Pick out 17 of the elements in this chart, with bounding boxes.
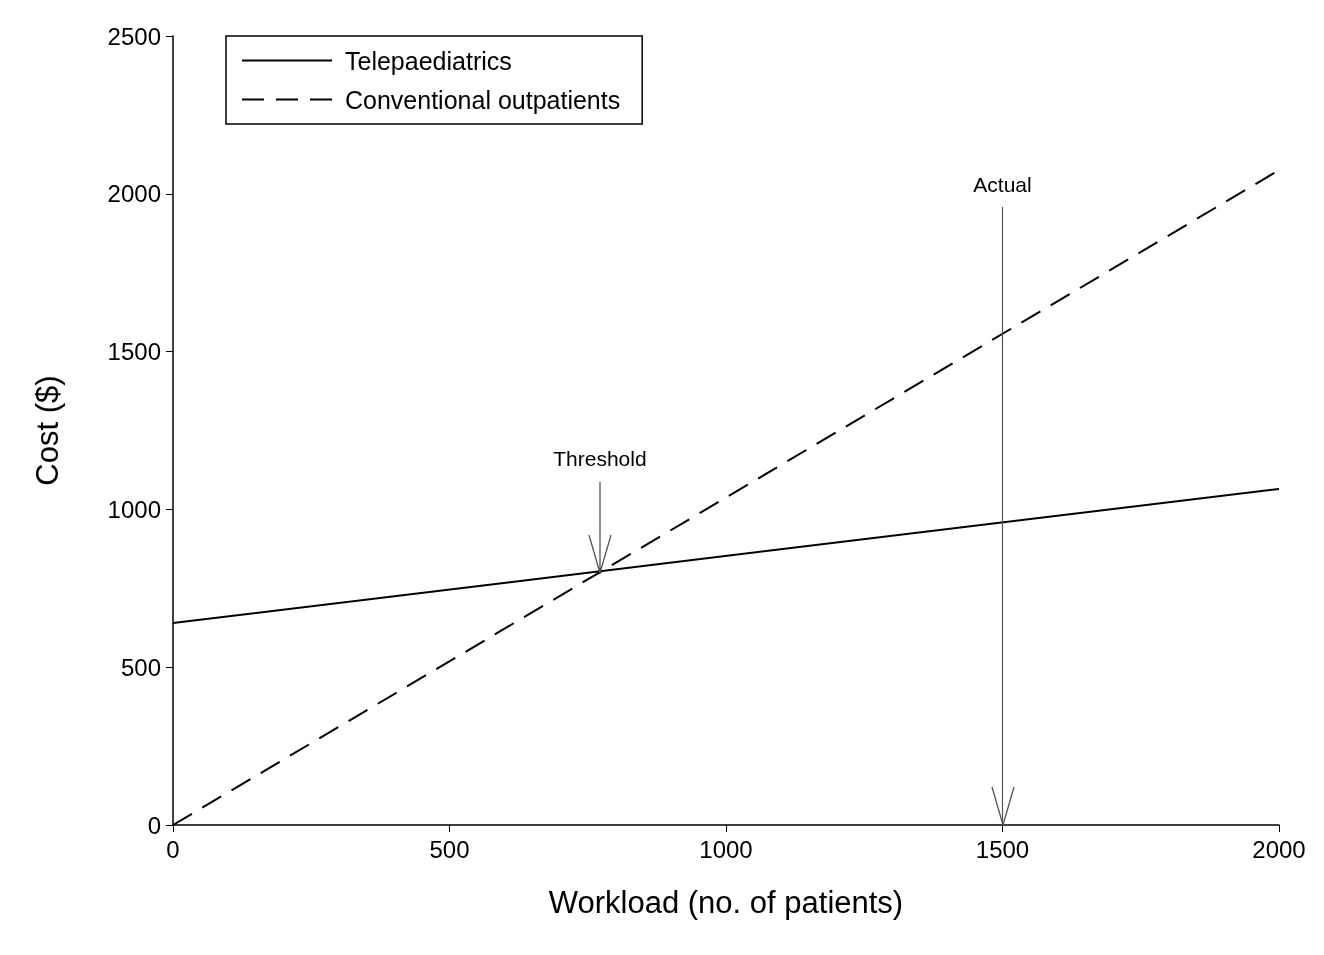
x-tick-label: 1000	[699, 835, 753, 863]
y-tick-label: 500	[120, 653, 161, 681]
y-tick-label: 1000	[107, 495, 161, 523]
x-tick-label: 1500	[975, 835, 1030, 863]
annotation: Threshold	[553, 446, 647, 470]
x-tick-label: 2000	[1252, 835, 1306, 863]
legend-label: Telepaediatrics	[345, 46, 512, 75]
y-tick-label: 0	[147, 811, 161, 839]
legend-label: Conventional outpatients	[345, 85, 621, 114]
y-tick-label: 1500	[107, 338, 161, 366]
y-axis-title: Cost ($)	[30, 375, 65, 486]
x-tick-label: 500	[429, 835, 470, 863]
y-tick-label: 2000	[107, 180, 161, 208]
y-tick-label: 2500	[107, 22, 161, 50]
x-tick-label: 0	[166, 835, 180, 863]
ref-line-label: Actual	[973, 173, 1032, 196]
x-axis-title: Workload (no. of patients)	[548, 885, 904, 920]
